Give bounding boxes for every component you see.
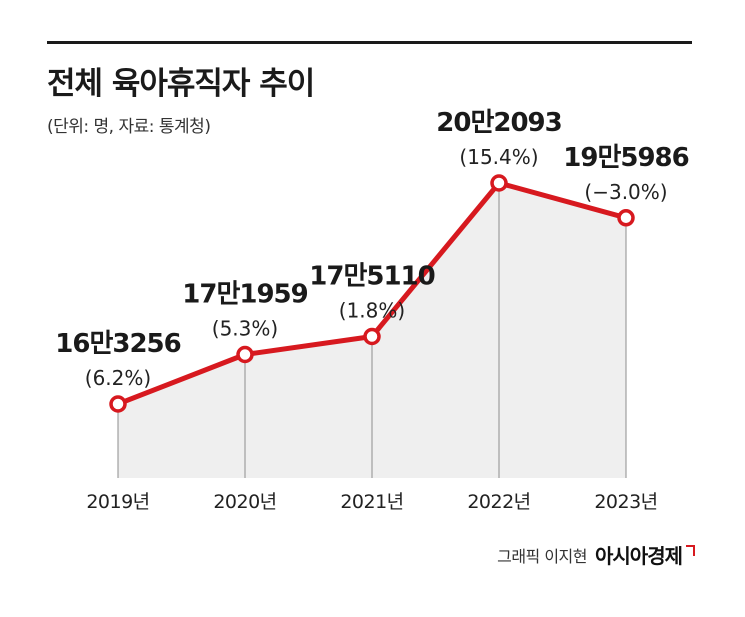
x-tick-label-3: 2022년: [467, 491, 530, 513]
graphic-byline: 그래픽 이지현: [497, 546, 587, 566]
x-tick-label-4: 2023년: [594, 491, 657, 513]
change-label-3: (15.4%): [459, 145, 538, 169]
value-label-4: 19만5986: [563, 143, 688, 173]
data-point-2: [363, 327, 381, 346]
credit-line: 그래픽 이지현 아시아경제: [497, 540, 695, 569]
data-point-0: [109, 395, 127, 413]
change-label-4: (−3.0%): [584, 180, 667, 204]
change-label-2: (1.8%): [339, 299, 405, 323]
change-label-0: (6.2%): [85, 366, 151, 390]
value-label-1: 17만1959: [182, 280, 307, 310]
data-point-1: [236, 345, 254, 364]
data-point-4: [617, 209, 635, 227]
value-label-3: 20만2093: [436, 108, 561, 138]
x-tick-label-2: 2021년: [340, 491, 403, 513]
brand-logo: 아시아경제: [595, 544, 683, 568]
x-tick-label-0: 2019년: [86, 491, 149, 513]
top-rule: [47, 41, 692, 44]
chart-subtitle: (단위: 명, 자료: 통계청): [47, 117, 211, 137]
brand-mark-icon: [686, 545, 695, 556]
data-point-3: [490, 174, 508, 192]
x-tick-label-1: 2020년: [213, 491, 276, 513]
chart-title: 전체 육아휴직자 추이: [47, 66, 315, 102]
value-label-0: 16만3256: [55, 329, 180, 359]
value-label-2: 17만5110: [309, 262, 434, 292]
change-label-1: (5.3%): [212, 317, 278, 341]
